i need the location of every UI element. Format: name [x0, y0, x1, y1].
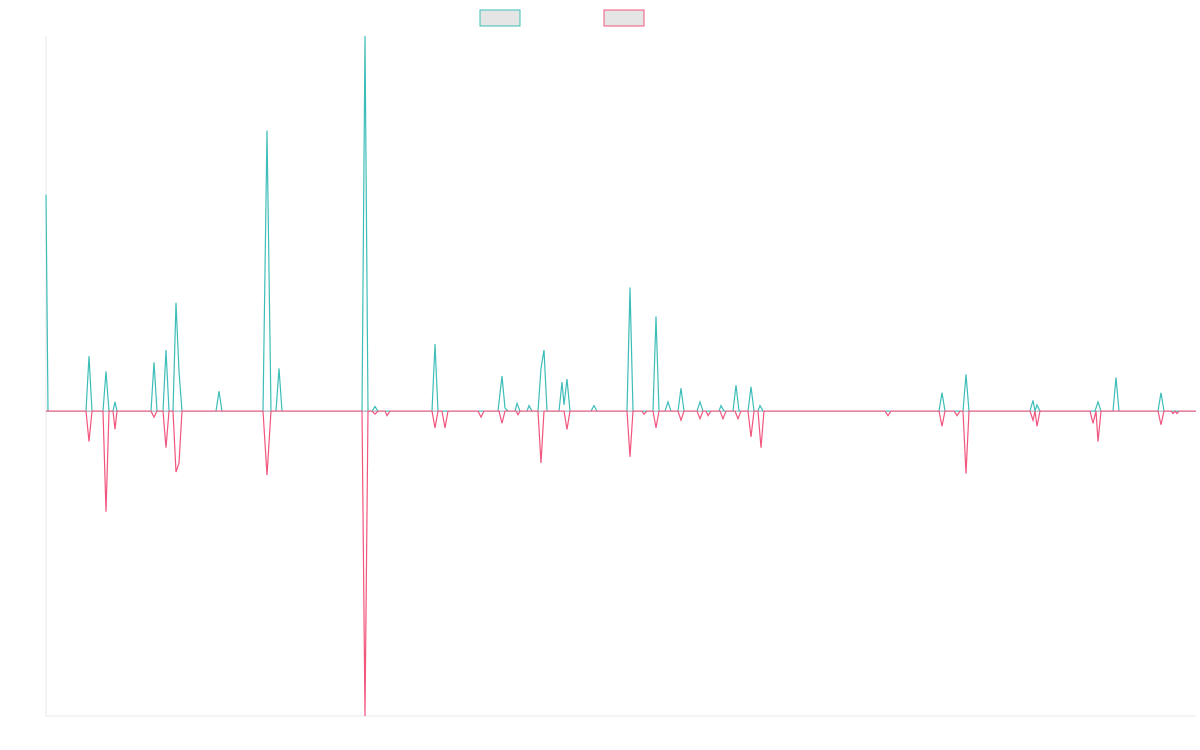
series-line-2 — [46, 410, 1196, 717]
legend-swatch-1 — [479, 9, 521, 27]
legend-swatch-2 — [603, 9, 645, 27]
series-line-1 — [45, 35, 1196, 412]
